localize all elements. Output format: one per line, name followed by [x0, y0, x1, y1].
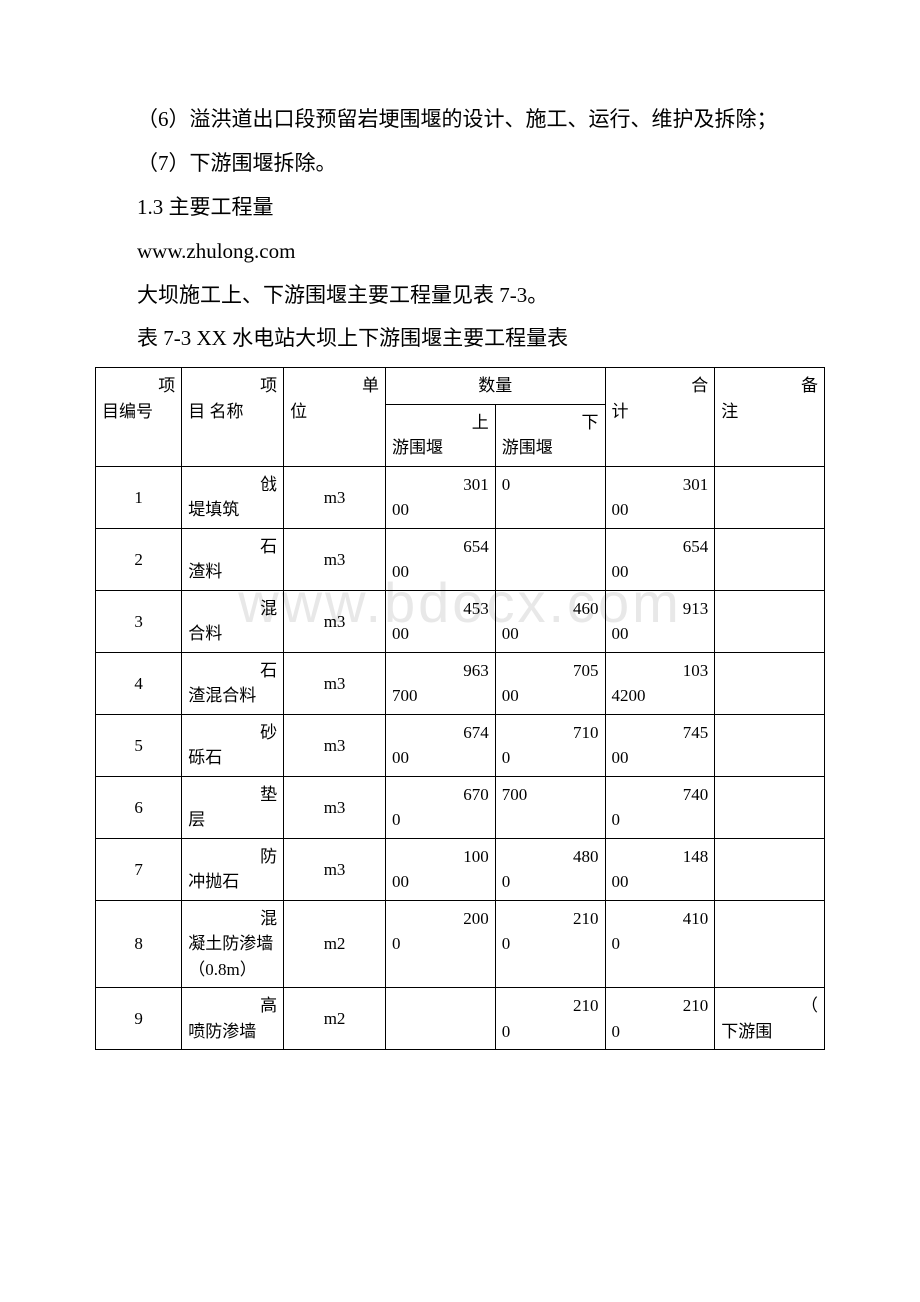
table-row: 5砂砾石m367400710074500	[96, 714, 825, 776]
cell-unit: m3	[284, 528, 386, 590]
cell-downstream: 4800	[495, 838, 605, 900]
cell-unit: m2	[284, 988, 386, 1050]
header-upstream: 上 游围堰	[386, 404, 496, 466]
cell-unit: m2	[284, 900, 386, 988]
cell-index: 9	[96, 988, 182, 1050]
cell-name: 高喷防渗墙	[182, 988, 284, 1050]
header-quantity: 数量	[386, 368, 605, 405]
cell-downstream: 46000	[495, 590, 605, 652]
cell-upstream: 10000	[386, 838, 496, 900]
cell-unit: m3	[284, 652, 386, 714]
header-downstream: 下 游围堰	[495, 404, 605, 466]
cell-remark	[715, 900, 825, 988]
paragraph-7: （7）下游围堰拆除。	[95, 144, 825, 184]
table-row: 2石渣料m36540065400	[96, 528, 825, 590]
cell-remark	[715, 466, 825, 528]
cell-name: 戗堤填筑	[182, 466, 284, 528]
engineering-quantity-table: 项 目编号 项 目 名称 单 位 数量 合 计 备 注 上	[95, 367, 825, 1050]
header-item-number: 项 目编号	[96, 368, 182, 467]
cell-upstream: 67400	[386, 714, 496, 776]
cell-upstream: 2000	[386, 900, 496, 988]
table-row: 6垫层m367007007400	[96, 776, 825, 838]
table-intro: 大坝施工上、下游围堰主要工程量见表 7-3。	[95, 276, 825, 316]
cell-remark	[715, 590, 825, 652]
cell-index: 4	[96, 652, 182, 714]
cell-index: 6	[96, 776, 182, 838]
table-row: 3混合料m3453004600091300	[96, 590, 825, 652]
table-row: 7防冲抛石m310000480014800	[96, 838, 825, 900]
cell-name: 砂砾石	[182, 714, 284, 776]
cell-upstream: 45300	[386, 590, 496, 652]
url-text: www.zhulong.com	[95, 232, 825, 272]
cell-downstream: 2100	[495, 900, 605, 988]
cell-unit: m3	[284, 714, 386, 776]
cell-upstream: 6700	[386, 776, 496, 838]
cell-total: 91300	[605, 590, 715, 652]
cell-total: 7400	[605, 776, 715, 838]
header-remark: 备 注	[715, 368, 825, 467]
cell-total: 65400	[605, 528, 715, 590]
cell-index: 3	[96, 590, 182, 652]
table-row: 8混凝土防渗墙（0.8m）m2200021004100	[96, 900, 825, 988]
section-heading: 1.3 主要工程量	[95, 188, 825, 228]
cell-unit: m3	[284, 466, 386, 528]
cell-name: 防冲抛石	[182, 838, 284, 900]
table-row: 4石渣混合料m3963700705001034200	[96, 652, 825, 714]
paragraph-6: （6）溢洪道出口段预留岩埂围堰的设计、施工、运行、维护及拆除；	[95, 100, 825, 140]
cell-downstream	[495, 528, 605, 590]
cell-downstream: 700	[495, 776, 605, 838]
cell-index: 5	[96, 714, 182, 776]
cell-total: 14800	[605, 838, 715, 900]
header-total: 合 计	[605, 368, 715, 467]
cell-unit: m3	[284, 776, 386, 838]
table-header-row-1: 项 目编号 项 目 名称 单 位 数量 合 计 备 注	[96, 368, 825, 405]
cell-remark: （下游围	[715, 988, 825, 1050]
cell-upstream: 65400	[386, 528, 496, 590]
cell-upstream: 963700	[386, 652, 496, 714]
cell-remark	[715, 776, 825, 838]
cell-downstream: 2100	[495, 988, 605, 1050]
table-caption: 表 7-3 XX 水电站大坝上下游围堰主要工程量表	[95, 319, 825, 359]
cell-upstream	[386, 988, 496, 1050]
cell-downstream: 7100	[495, 714, 605, 776]
cell-total: 1034200	[605, 652, 715, 714]
cell-index: 8	[96, 900, 182, 988]
header-item-name: 项 目 名称	[182, 368, 284, 467]
cell-name: 混凝土防渗墙（0.8m）	[182, 900, 284, 988]
cell-unit: m3	[284, 838, 386, 900]
cell-index: 2	[96, 528, 182, 590]
cell-remark	[715, 652, 825, 714]
cell-index: 1	[96, 466, 182, 528]
header-unit: 单 位	[284, 368, 386, 467]
table-row: 9高喷防渗墙m221002100（下游围	[96, 988, 825, 1050]
cell-downstream: 0	[495, 466, 605, 528]
cell-name: 石渣料	[182, 528, 284, 590]
cell-name: 石渣混合料	[182, 652, 284, 714]
cell-name: 混合料	[182, 590, 284, 652]
cell-name: 垫层	[182, 776, 284, 838]
cell-index: 7	[96, 838, 182, 900]
cell-total: 2100	[605, 988, 715, 1050]
cell-remark	[715, 528, 825, 590]
cell-remark	[715, 714, 825, 776]
cell-remark	[715, 838, 825, 900]
cell-downstream: 70500	[495, 652, 605, 714]
document-content: （6）溢洪道出口段预留岩埂围堰的设计、施工、运行、维护及拆除； （7）下游围堰拆…	[95, 100, 825, 1050]
table-row: 1戗堤填筑m330100030100	[96, 466, 825, 528]
cell-unit: m3	[284, 590, 386, 652]
cell-total: 4100	[605, 900, 715, 988]
cell-upstream: 30100	[386, 466, 496, 528]
cell-total: 30100	[605, 466, 715, 528]
cell-total: 74500	[605, 714, 715, 776]
